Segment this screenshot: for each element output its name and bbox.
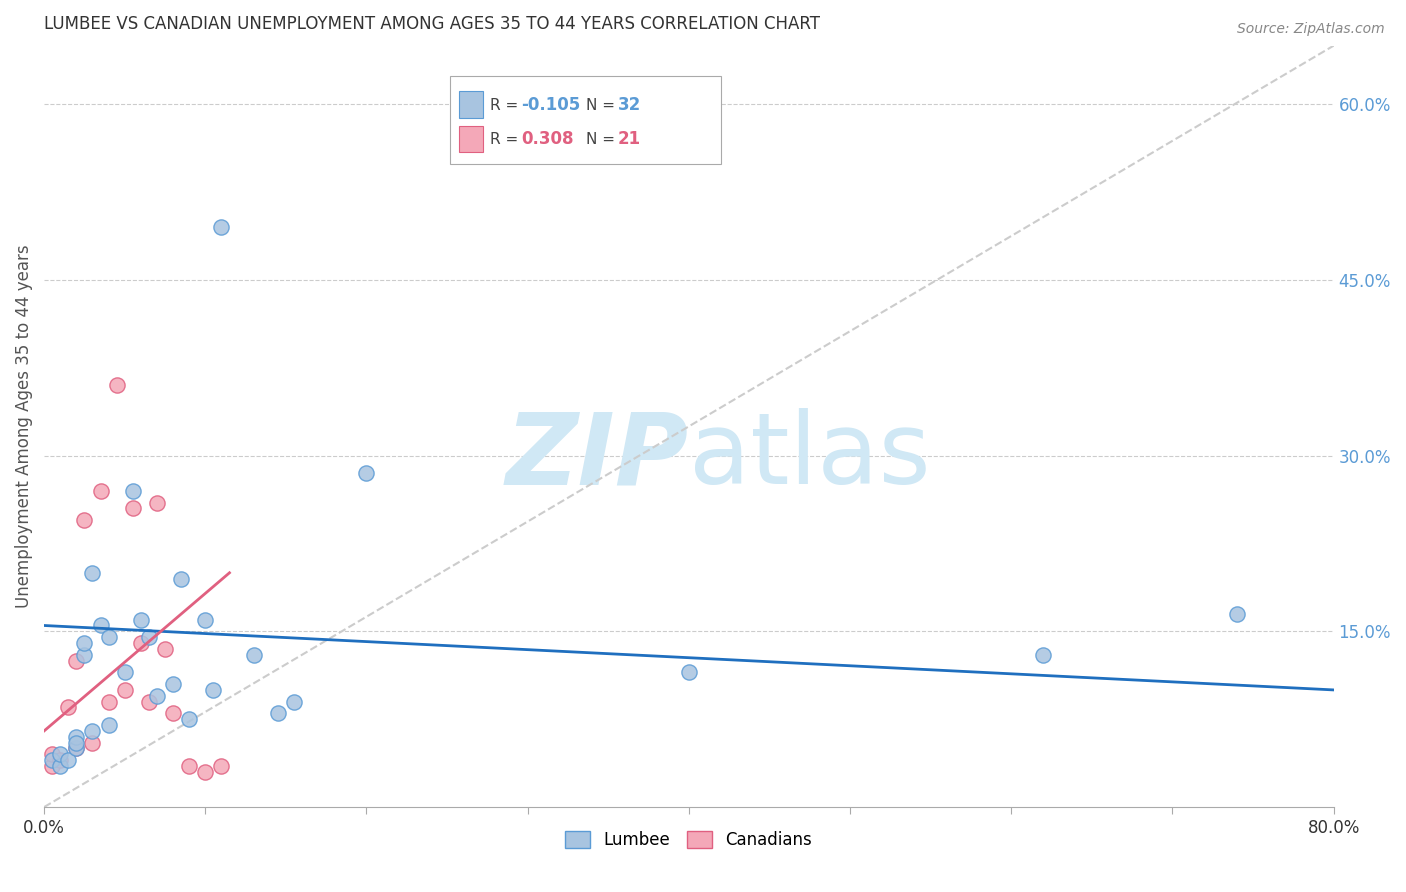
- Text: 21: 21: [619, 130, 641, 148]
- Point: [49, 753, 72, 767]
- Text: 0.308: 0.308: [522, 130, 574, 148]
- Point: [49, 759, 72, 773]
- Point: [65, 741, 87, 756]
- Point: [58, 700, 80, 714]
- FancyBboxPatch shape: [460, 126, 482, 153]
- Point: [114, 665, 136, 680]
- Point: [209, 220, 232, 235]
- Point: [194, 613, 217, 627]
- Point: [121, 483, 143, 498]
- Legend: Lumbee, Canadians: Lumbee, Canadians: [558, 824, 818, 855]
- FancyBboxPatch shape: [450, 76, 721, 164]
- Point: [162, 706, 184, 721]
- Point: [65, 736, 87, 750]
- Point: [202, 682, 225, 697]
- Text: LUMBEE VS CANADIAN UNEMPLOYMENT AMONG AGES 35 TO 44 YEARS CORRELATION CHART: LUMBEE VS CANADIAN UNEMPLOYMENT AMONG AG…: [44, 15, 820, 33]
- Point: [1032, 648, 1054, 662]
- Point: [283, 695, 305, 709]
- Text: 32: 32: [619, 96, 641, 114]
- Text: N =: N =: [586, 97, 620, 112]
- Point: [179, 759, 201, 773]
- Point: [121, 501, 143, 516]
- Text: Source: ZipAtlas.com: Source: ZipAtlas.com: [1237, 22, 1385, 37]
- Text: atlas: atlas: [689, 409, 931, 506]
- Point: [82, 566, 104, 580]
- Point: [146, 689, 169, 703]
- Point: [356, 467, 378, 481]
- Point: [58, 753, 80, 767]
- Point: [82, 723, 104, 738]
- Point: [209, 759, 232, 773]
- Point: [89, 483, 111, 498]
- Text: R =: R =: [491, 132, 523, 147]
- Point: [41, 747, 63, 762]
- Point: [153, 641, 176, 656]
- Point: [65, 730, 87, 744]
- Point: [162, 677, 184, 691]
- Point: [82, 736, 104, 750]
- Text: R =: R =: [491, 97, 523, 112]
- Text: ZIP: ZIP: [506, 409, 689, 506]
- Text: N =: N =: [586, 132, 620, 147]
- Point: [1226, 607, 1249, 621]
- Point: [129, 613, 152, 627]
- Point: [138, 695, 160, 709]
- Point: [267, 706, 290, 721]
- Point: [89, 618, 111, 632]
- Point: [194, 764, 217, 779]
- Point: [73, 636, 96, 650]
- Point: [138, 630, 160, 644]
- Point: [242, 648, 264, 662]
- Point: [65, 654, 87, 668]
- Point: [170, 572, 193, 586]
- Point: [73, 648, 96, 662]
- Point: [49, 747, 72, 762]
- Point: [41, 759, 63, 773]
- Point: [179, 712, 201, 726]
- Point: [41, 753, 63, 767]
- Point: [114, 682, 136, 697]
- Point: [678, 665, 700, 680]
- Point: [105, 378, 128, 392]
- FancyBboxPatch shape: [460, 91, 482, 118]
- Point: [97, 695, 120, 709]
- Point: [73, 513, 96, 527]
- Point: [97, 630, 120, 644]
- Point: [129, 636, 152, 650]
- Text: -0.105: -0.105: [522, 96, 581, 114]
- Point: [146, 495, 169, 509]
- Point: [97, 718, 120, 732]
- Y-axis label: Unemployment Among Ages 35 to 44 years: Unemployment Among Ages 35 to 44 years: [15, 244, 32, 608]
- Point: [65, 741, 87, 756]
